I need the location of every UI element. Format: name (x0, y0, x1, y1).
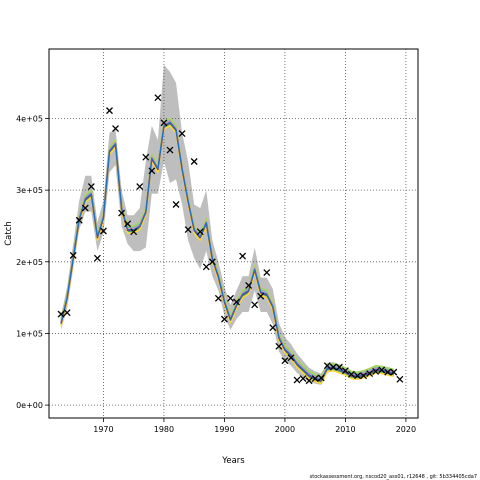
observed-point (281, 357, 289, 365)
observed-point (384, 368, 392, 376)
observed-point (305, 377, 313, 385)
y-tick-label: 0e+00 (16, 401, 43, 410)
observed-point (214, 294, 222, 302)
observed-point (69, 251, 77, 259)
observed-point (311, 375, 319, 383)
x-axis-title: Years (221, 456, 245, 466)
plot-frame (48, 48, 419, 419)
observed-point (124, 220, 132, 228)
observed-point (347, 370, 355, 378)
observed-point (63, 309, 71, 317)
observed-point (57, 310, 65, 318)
gridlines (49, 49, 418, 418)
y-tick-label: 1e+05 (16, 329, 43, 338)
observed-point (220, 315, 228, 323)
observed-point (341, 367, 349, 375)
observed-point (202, 263, 210, 271)
observed-point (227, 294, 234, 302)
observed-point (190, 158, 198, 165)
footer-note: stockassessment.org, nscod20_ass01, r126… (310, 474, 477, 480)
observed-point (118, 209, 126, 217)
observed-point (360, 372, 368, 380)
observed-point (112, 125, 120, 132)
observed-point (354, 372, 361, 380)
observed-point (148, 167, 156, 175)
observed-point (196, 228, 204, 236)
x-tick-label: 1970 (93, 425, 113, 434)
observed-point (287, 354, 295, 362)
observed-point (275, 342, 283, 350)
observed-point (172, 201, 180, 208)
observed-point (366, 370, 374, 378)
observed-point (93, 254, 101, 262)
observed-point (239, 252, 247, 260)
y-tick-label: 3e+05 (16, 186, 43, 195)
observed-point (251, 301, 259, 309)
observed-point (75, 216, 83, 224)
x-tick-label: 2010 (335, 425, 355, 434)
observed-point (390, 368, 398, 376)
y-tick-label: 4e+05 (16, 115, 43, 124)
observed-point (81, 204, 89, 212)
observed-point (378, 366, 386, 374)
observed-point (233, 298, 240, 306)
observed-point (335, 363, 343, 371)
observed-point (136, 183, 144, 191)
observed-point (263, 269, 271, 277)
observed-point (184, 226, 192, 234)
observed-point (323, 362, 331, 370)
x-tick-label: 1980 (154, 425, 174, 434)
observed-point (317, 374, 325, 382)
observed-point (166, 146, 174, 154)
y-axis-title: Catch (4, 221, 14, 246)
observed-point (372, 367, 380, 375)
observed-point (299, 375, 307, 383)
observed-point (99, 227, 107, 235)
observed-points-layer (57, 94, 404, 385)
x-tick-label: 1990 (214, 425, 234, 434)
observed-point (257, 292, 265, 300)
observed-point (269, 324, 277, 332)
observed-point (245, 281, 253, 289)
y-tick-label: 2e+05 (16, 258, 43, 267)
axes: 1970 1980 1990 2000 2010 2020 0e+00 1e+05 2e+05 3… (16, 115, 416, 434)
observed-point (178, 130, 186, 138)
observed-point (106, 107, 113, 115)
observed-point (329, 363, 337, 371)
x-tick-label: 2020 (396, 425, 416, 434)
x-tick-label: 2000 (275, 425, 295, 434)
observed-point (87, 183, 95, 191)
observed-point (142, 153, 150, 161)
observed-point (396, 375, 404, 383)
observed-point (293, 376, 301, 384)
observed-point (154, 94, 162, 102)
observed-point (208, 258, 216, 266)
observed-point (160, 119, 168, 127)
observed-point (130, 228, 138, 236)
